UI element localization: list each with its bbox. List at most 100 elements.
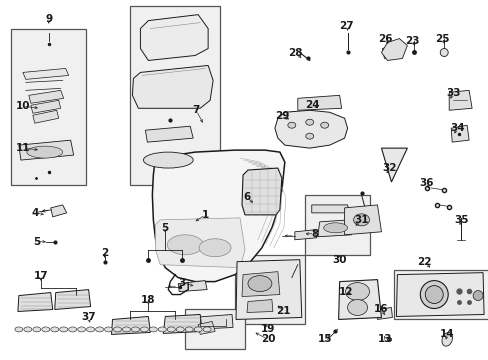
Polygon shape xyxy=(317,220,351,237)
Ellipse shape xyxy=(441,333,451,346)
Text: 3: 3 xyxy=(178,278,185,288)
Text: 36: 36 xyxy=(418,178,433,188)
Ellipse shape xyxy=(176,327,184,332)
Text: 25: 25 xyxy=(434,33,448,44)
Text: 32: 32 xyxy=(382,163,396,173)
Text: 29: 29 xyxy=(274,111,288,121)
Text: 18: 18 xyxy=(141,294,155,305)
Text: 22: 22 xyxy=(416,257,431,267)
Ellipse shape xyxy=(323,223,347,233)
Ellipse shape xyxy=(347,300,367,315)
Polygon shape xyxy=(396,273,483,316)
Ellipse shape xyxy=(185,327,193,332)
Ellipse shape xyxy=(425,285,442,303)
Text: 14: 14 xyxy=(439,329,454,339)
Polygon shape xyxy=(140,15,208,60)
Polygon shape xyxy=(344,205,381,235)
Ellipse shape xyxy=(78,327,85,332)
Polygon shape xyxy=(242,168,281,215)
Ellipse shape xyxy=(320,122,328,128)
Polygon shape xyxy=(152,150,285,282)
Text: 12: 12 xyxy=(338,287,352,297)
Text: 9: 9 xyxy=(45,14,52,24)
Text: 15: 15 xyxy=(317,334,331,345)
Ellipse shape xyxy=(472,291,482,301)
Polygon shape xyxy=(192,315,233,329)
Ellipse shape xyxy=(149,327,157,332)
Polygon shape xyxy=(242,272,279,297)
Ellipse shape xyxy=(203,327,211,332)
Ellipse shape xyxy=(158,327,166,332)
Polygon shape xyxy=(297,95,341,110)
Ellipse shape xyxy=(194,327,202,332)
Text: 4: 4 xyxy=(31,208,39,218)
Ellipse shape xyxy=(140,327,148,332)
Text: 31: 31 xyxy=(354,215,368,225)
Ellipse shape xyxy=(86,327,94,332)
Polygon shape xyxy=(155,218,244,268)
Ellipse shape xyxy=(51,327,59,332)
Bar xyxy=(130,6,220,185)
Polygon shape xyxy=(23,68,68,80)
Ellipse shape xyxy=(439,49,447,57)
Text: 5: 5 xyxy=(33,237,41,247)
Polygon shape xyxy=(51,205,66,217)
Text: 20: 20 xyxy=(260,334,275,345)
Text: 1: 1 xyxy=(201,210,208,220)
Polygon shape xyxy=(246,300,272,312)
Text: 26: 26 xyxy=(377,33,392,44)
Polygon shape xyxy=(19,140,74,160)
Ellipse shape xyxy=(24,327,32,332)
Ellipse shape xyxy=(60,327,67,332)
Polygon shape xyxy=(448,90,471,110)
Polygon shape xyxy=(55,289,90,310)
Text: 33: 33 xyxy=(445,88,460,98)
Bar xyxy=(185,310,244,349)
Text: 37: 37 xyxy=(81,312,96,323)
Text: 13: 13 xyxy=(377,334,392,345)
Text: 10: 10 xyxy=(16,101,30,111)
Ellipse shape xyxy=(199,239,230,257)
Text: 5: 5 xyxy=(162,223,168,233)
Text: 2: 2 xyxy=(101,248,108,258)
Text: 34: 34 xyxy=(449,123,464,133)
Ellipse shape xyxy=(167,327,175,332)
Polygon shape xyxy=(31,100,61,113)
Ellipse shape xyxy=(345,283,369,301)
Ellipse shape xyxy=(41,327,50,332)
Text: 30: 30 xyxy=(332,255,346,265)
Polygon shape xyxy=(294,230,316,240)
Ellipse shape xyxy=(15,327,23,332)
Text: 19: 19 xyxy=(260,324,275,334)
Ellipse shape xyxy=(95,327,103,332)
Polygon shape xyxy=(111,316,150,334)
Ellipse shape xyxy=(143,152,193,168)
Polygon shape xyxy=(163,315,202,333)
Bar xyxy=(394,270,488,319)
Polygon shape xyxy=(198,321,215,334)
Text: 21: 21 xyxy=(276,306,290,316)
Polygon shape xyxy=(377,307,392,319)
Ellipse shape xyxy=(33,327,41,332)
Ellipse shape xyxy=(167,235,203,255)
Polygon shape xyxy=(381,148,407,182)
Ellipse shape xyxy=(122,327,130,332)
Text: 11: 11 xyxy=(16,143,30,153)
Text: 24: 24 xyxy=(305,100,319,110)
Text: 6: 6 xyxy=(243,192,250,202)
Ellipse shape xyxy=(305,133,313,139)
Bar xyxy=(235,255,304,324)
Polygon shape xyxy=(132,66,213,108)
Polygon shape xyxy=(18,293,53,311)
Text: 28: 28 xyxy=(288,49,303,58)
Polygon shape xyxy=(274,110,347,148)
Polygon shape xyxy=(382,45,397,58)
Text: 17: 17 xyxy=(33,271,48,281)
Ellipse shape xyxy=(68,327,77,332)
Text: 35: 35 xyxy=(453,215,468,225)
Polygon shape xyxy=(381,39,407,60)
Ellipse shape xyxy=(27,146,62,158)
Bar xyxy=(11,28,85,185)
Text: 16: 16 xyxy=(373,305,388,315)
Polygon shape xyxy=(29,90,63,103)
